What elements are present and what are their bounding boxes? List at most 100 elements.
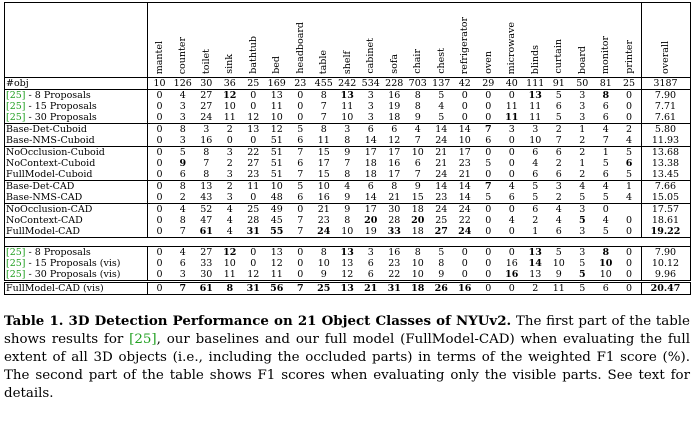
- table-cell: 7: [555, 135, 562, 146]
- table-cell: 24: [429, 203, 453, 215]
- section-gap: [4, 237, 690, 247]
- table-row: Base-Det-CAD 0 8 13 2 11 10 5 10 4 6 8 9 14 14 7 4 5 3 4 4 1 7…: [4, 180, 690, 192]
- row-label: FullModel-CAD (vis): [4, 280, 148, 295]
- table-cell: 0: [147, 135, 171, 147]
- table-cell: 0: [508, 135, 515, 146]
- table-cell: 2: [570, 146, 594, 158]
- column-header: board: [571, 3, 595, 78]
- table-cell: 11.93: [640, 135, 690, 147]
- column-header: refrigerator: [453, 3, 477, 78]
- table-cell: 21: [458, 169, 471, 180]
- table-cell: 3: [179, 135, 186, 146]
- table-cell: 7: [288, 280, 312, 295]
- table-cell: 16: [388, 158, 401, 169]
- table-cell: 24: [200, 112, 213, 123]
- table-cell: 7: [344, 158, 351, 169]
- table-cell: 23: [388, 258, 401, 269]
- table-cell: 0: [476, 203, 500, 215]
- table-cell: 18: [411, 226, 424, 237]
- citation-link[interactable]: [25]: [6, 90, 26, 101]
- table-cell: 2: [555, 192, 562, 203]
- table-cell: 24: [435, 169, 448, 180]
- table-cell: 7: [602, 135, 609, 146]
- table-cell: 11: [341, 101, 354, 112]
- table-cell: 10: [411, 269, 424, 280]
- table-cell: 12: [270, 258, 283, 269]
- table-cell: 6: [523, 203, 547, 215]
- table-cell: 8: [344, 169, 351, 180]
- table-cell: 8: [414, 101, 421, 112]
- table-cell: 0: [485, 101, 492, 112]
- table-cell: 14: [528, 258, 542, 269]
- table-cell: 0: [508, 158, 515, 169]
- table-cell: 12: [265, 123, 289, 135]
- column-header: headboard: [289, 3, 313, 78]
- table-cell: 6: [359, 180, 383, 192]
- table-cell: 11: [223, 112, 236, 123]
- table-cell: 7.66: [640, 180, 690, 192]
- table-cell: 8: [406, 89, 430, 101]
- table-cell: 51: [270, 169, 283, 180]
- table-cell: 0: [476, 280, 500, 295]
- table-cell: 3: [500, 123, 524, 135]
- table-cell: 4: [547, 203, 571, 215]
- table-cell: 19: [364, 226, 377, 237]
- table-cell: 26: [429, 280, 453, 295]
- column-header: toilet: [195, 3, 219, 78]
- table-cell: 4: [171, 246, 195, 258]
- column-header-label: shelf: [341, 50, 353, 74]
- table-cell: 0: [453, 89, 477, 101]
- row-label: FullModel-CAD: [6, 226, 80, 237]
- table-cell: 7: [171, 280, 195, 295]
- citation-link[interactable]: [25]: [6, 101, 26, 112]
- table-cell: 27: [194, 246, 218, 258]
- citation-link[interactable]: [25]: [6, 112, 26, 123]
- row-label: [25] - 30 Proposals (vis): [5, 269, 148, 282]
- table-cell: 0: [147, 203, 171, 215]
- table-cell: 14: [429, 180, 453, 192]
- table-cell: 12: [218, 246, 242, 258]
- table-row: NoOcclusion-CAD 0 4 52 4 25 49 0 21 9 17 30 18 24 24 0 0…: [4, 203, 690, 215]
- column-header: microwave: [500, 3, 524, 78]
- row-label: [25] - 15 Proposals: [5, 101, 148, 112]
- table-cell: 10: [341, 226, 354, 237]
- table-cell: 0: [288, 246, 312, 258]
- table-cell: 10: [552, 258, 565, 269]
- table-cell: 16: [317, 192, 330, 203]
- table-cell: 0: [250, 135, 257, 146]
- table-cell: 14: [458, 192, 471, 203]
- table-cell: 0: [297, 112, 304, 123]
- table-cell: 19.22: [640, 226, 690, 238]
- table-row: NoOcclusion-Cuboid 0 5 8 3 22 51 7 15 9 17 17 10 21 17…: [4, 146, 690, 158]
- column-header: shelf: [336, 3, 360, 78]
- table-cell: 18: [406, 280, 430, 295]
- row-label: [25] - 30 Proposals: [5, 112, 148, 124]
- citation-link[interactable]: [25]: [6, 258, 26, 269]
- table-cell: 14: [429, 123, 453, 135]
- table-cell: 4: [570, 180, 594, 192]
- caption-citation-link[interactable]: [25]: [129, 332, 157, 347]
- table-cell: 126: [171, 77, 195, 90]
- table-cell: 6: [297, 135, 304, 146]
- table-cell: 16: [505, 269, 519, 280]
- table-cell: 8: [312, 246, 336, 258]
- table-cell: 169: [265, 77, 289, 90]
- table-cell: 20: [364, 215, 378, 226]
- table-cell: 56: [265, 280, 289, 295]
- table-cell: 61: [194, 280, 218, 295]
- row-label: NoContext-Cuboid: [6, 158, 96, 169]
- table-cell: 6: [594, 280, 618, 295]
- citation-link[interactable]: [25]: [6, 247, 26, 258]
- table-cell: 25: [241, 203, 265, 215]
- citation-link[interactable]: [25]: [6, 269, 26, 280]
- table-cell: 17: [453, 146, 477, 158]
- table-cell: 0: [617, 246, 641, 258]
- table-row: NoContext-Cuboid 0 9 7 2 27 51 6 17 7 18 16 6 21 23 5 0 4…: [5, 158, 690, 169]
- table-cell: 2: [226, 158, 233, 169]
- table-cell: 16: [382, 246, 406, 258]
- table-cell: 3: [579, 226, 586, 237]
- table-cell: 27: [434, 226, 448, 237]
- table-cell: 9: [320, 269, 327, 280]
- table-cell: 0: [288, 89, 312, 101]
- table-cell: 23: [317, 215, 330, 226]
